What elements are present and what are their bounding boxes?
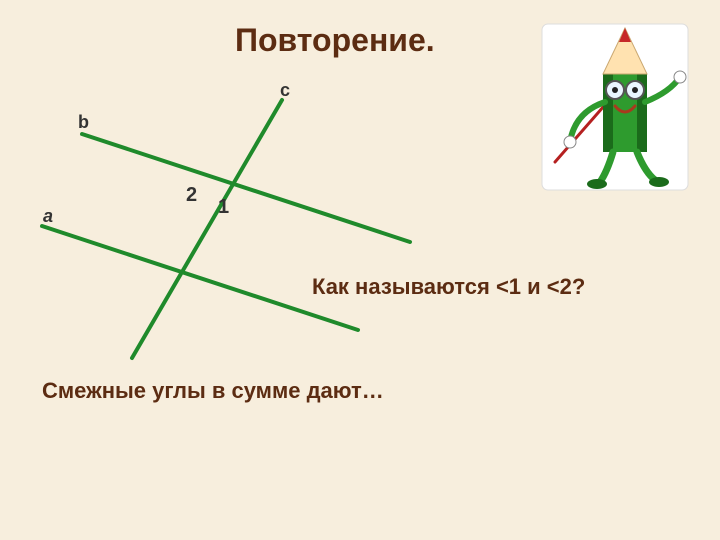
label-a: a	[43, 206, 53, 227]
pencil-mascot-icon	[540, 22, 690, 192]
line-b	[82, 134, 410, 242]
label-b: b	[78, 112, 89, 133]
label-angle-1: 1	[218, 196, 229, 219]
question-angle-names: Как называются <1 и <2?	[312, 274, 585, 300]
question-adjacent-sum: Смежные углы в сумме дают…	[42, 378, 384, 404]
line-c	[132, 100, 282, 358]
label-c: c	[280, 80, 290, 101]
label-angle-2: 2	[186, 184, 197, 207]
